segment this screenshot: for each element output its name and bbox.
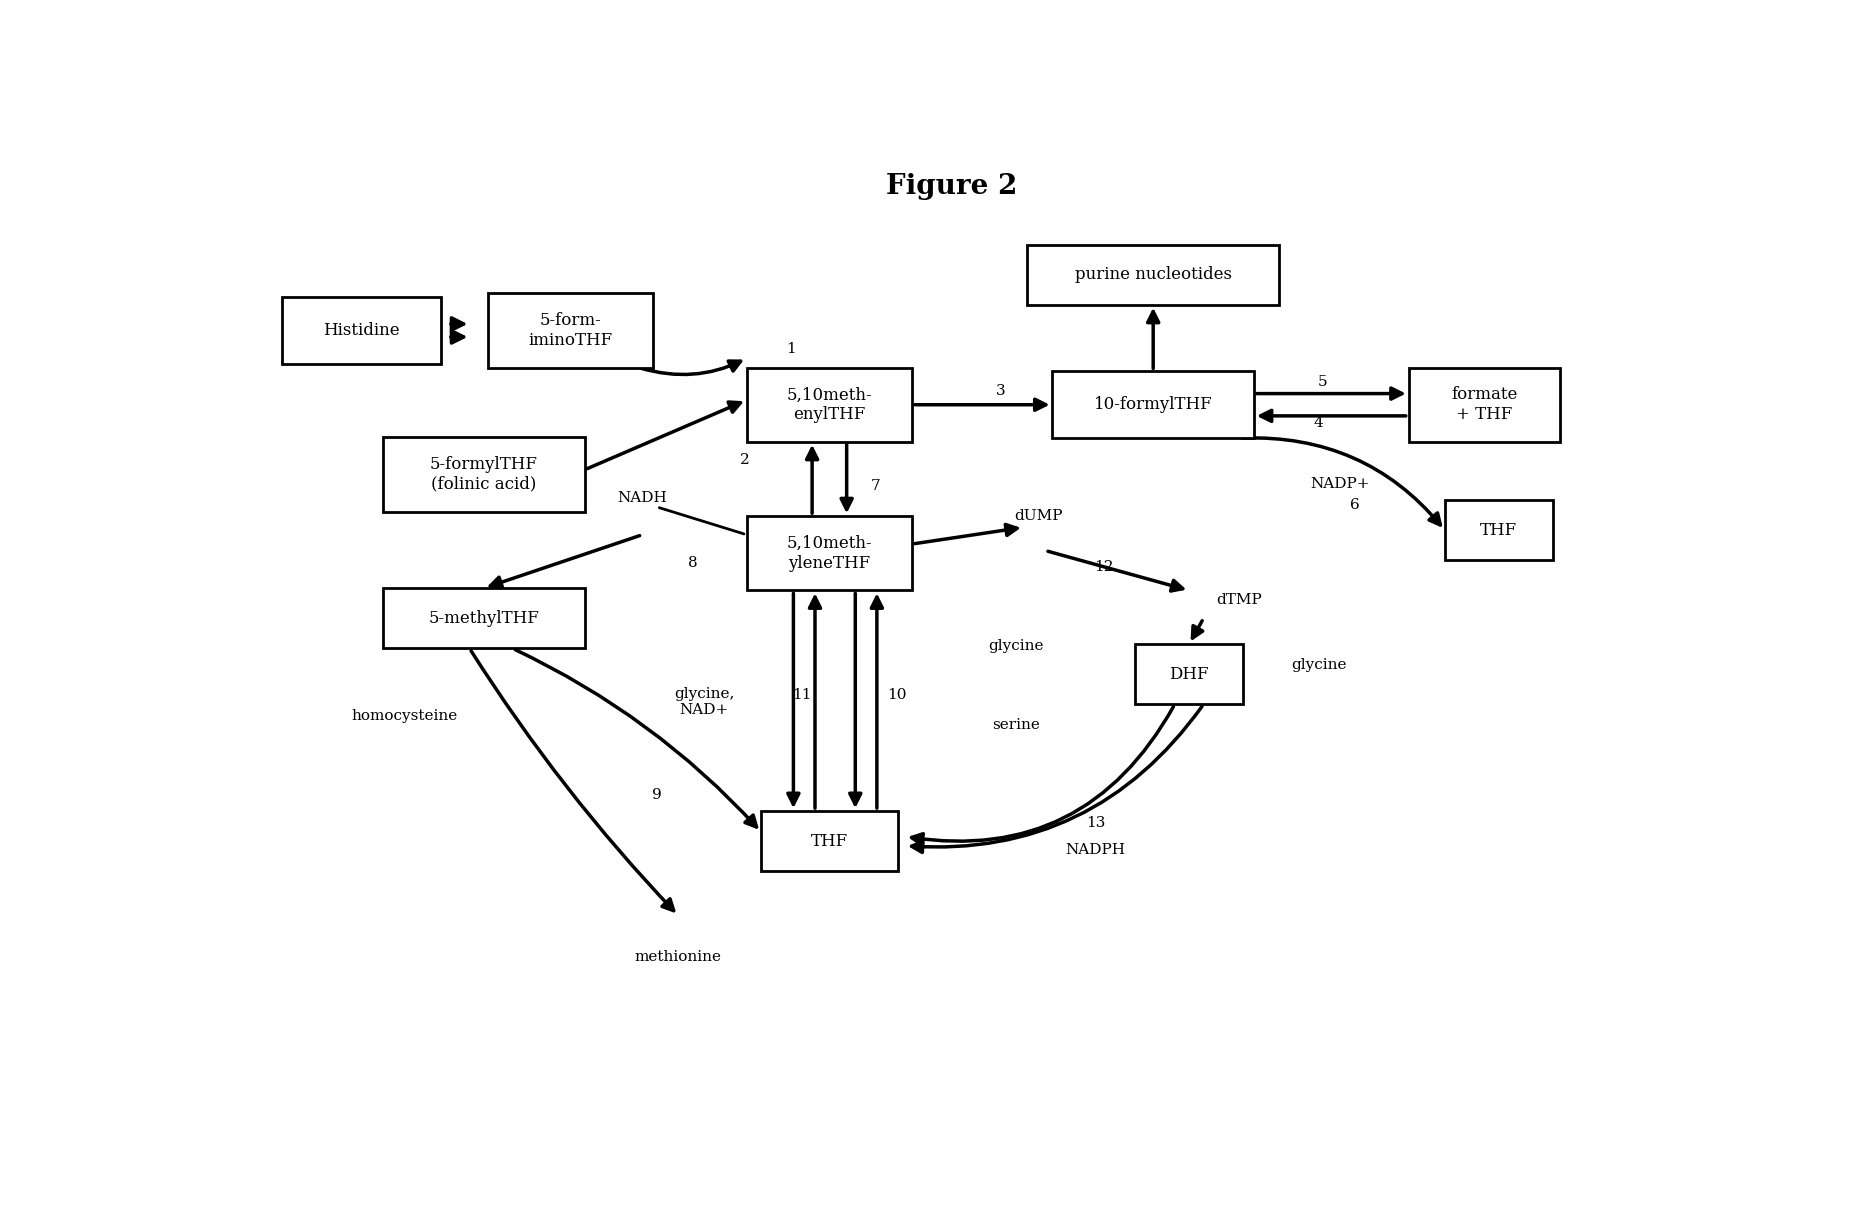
Text: 3: 3 — [995, 384, 1005, 398]
FancyBboxPatch shape — [383, 438, 585, 511]
Text: formate
+ THF: formate + THF — [1450, 386, 1517, 423]
FancyBboxPatch shape — [488, 293, 654, 368]
Text: DHF: DHF — [1170, 666, 1209, 683]
FancyBboxPatch shape — [747, 516, 912, 591]
FancyBboxPatch shape — [747, 368, 912, 441]
Text: dUMP: dUMP — [1014, 509, 1062, 523]
Text: 13: 13 — [1086, 815, 1105, 830]
FancyBboxPatch shape — [1409, 368, 1560, 441]
FancyBboxPatch shape — [1135, 644, 1242, 704]
Text: methionine: methionine — [635, 950, 722, 965]
Text: 7: 7 — [871, 480, 880, 493]
Text: homocysteine: homocysteine — [351, 709, 459, 722]
Text: 10: 10 — [888, 689, 906, 702]
Text: 2: 2 — [739, 453, 750, 468]
Text: dTMP: dTMP — [1216, 592, 1263, 607]
FancyBboxPatch shape — [1027, 245, 1279, 305]
FancyBboxPatch shape — [282, 297, 440, 364]
Text: 6: 6 — [1350, 498, 1359, 513]
FancyBboxPatch shape — [1445, 500, 1552, 561]
FancyBboxPatch shape — [761, 810, 897, 872]
Text: NADPH: NADPH — [1066, 843, 1125, 857]
FancyBboxPatch shape — [1053, 371, 1253, 438]
Text: serine: serine — [992, 718, 1040, 732]
Text: 9: 9 — [652, 788, 661, 802]
Text: THF: THF — [812, 832, 849, 850]
FancyBboxPatch shape — [383, 589, 585, 649]
Text: 8: 8 — [687, 556, 698, 569]
Text: 10-formylTHF: 10-formylTHF — [1094, 397, 1213, 414]
Text: 5,10meth-
yleneTHF: 5,10meth- yleneTHF — [787, 535, 873, 572]
Text: glycine: glycine — [1291, 657, 1346, 672]
Text: 5: 5 — [1318, 375, 1328, 388]
Text: Figure 2: Figure 2 — [886, 172, 1018, 200]
Text: 4: 4 — [1313, 416, 1324, 431]
Text: 12: 12 — [1094, 561, 1114, 574]
Text: glycine: glycine — [988, 639, 1044, 654]
Text: NADP+: NADP+ — [1311, 476, 1370, 491]
Text: Histidine: Histidine — [323, 322, 399, 339]
Text: 5,10meth-
enylTHF: 5,10meth- enylTHF — [787, 386, 873, 423]
Text: 11: 11 — [793, 689, 812, 702]
Text: NADH: NADH — [617, 491, 667, 504]
Text: purine nucleotides: purine nucleotides — [1075, 267, 1231, 283]
Text: 5-formylTHF
(folinic acid): 5-formylTHF (folinic acid) — [431, 456, 539, 493]
Text: 1: 1 — [786, 343, 795, 356]
Text: 5-form-
iminoTHF: 5-form- iminoTHF — [527, 312, 613, 349]
Text: THF: THF — [1480, 522, 1517, 539]
Text: 5-methylTHF: 5-methylTHF — [429, 610, 539, 627]
Text: glycine,
NAD+: glycine, NAD+ — [674, 686, 734, 718]
